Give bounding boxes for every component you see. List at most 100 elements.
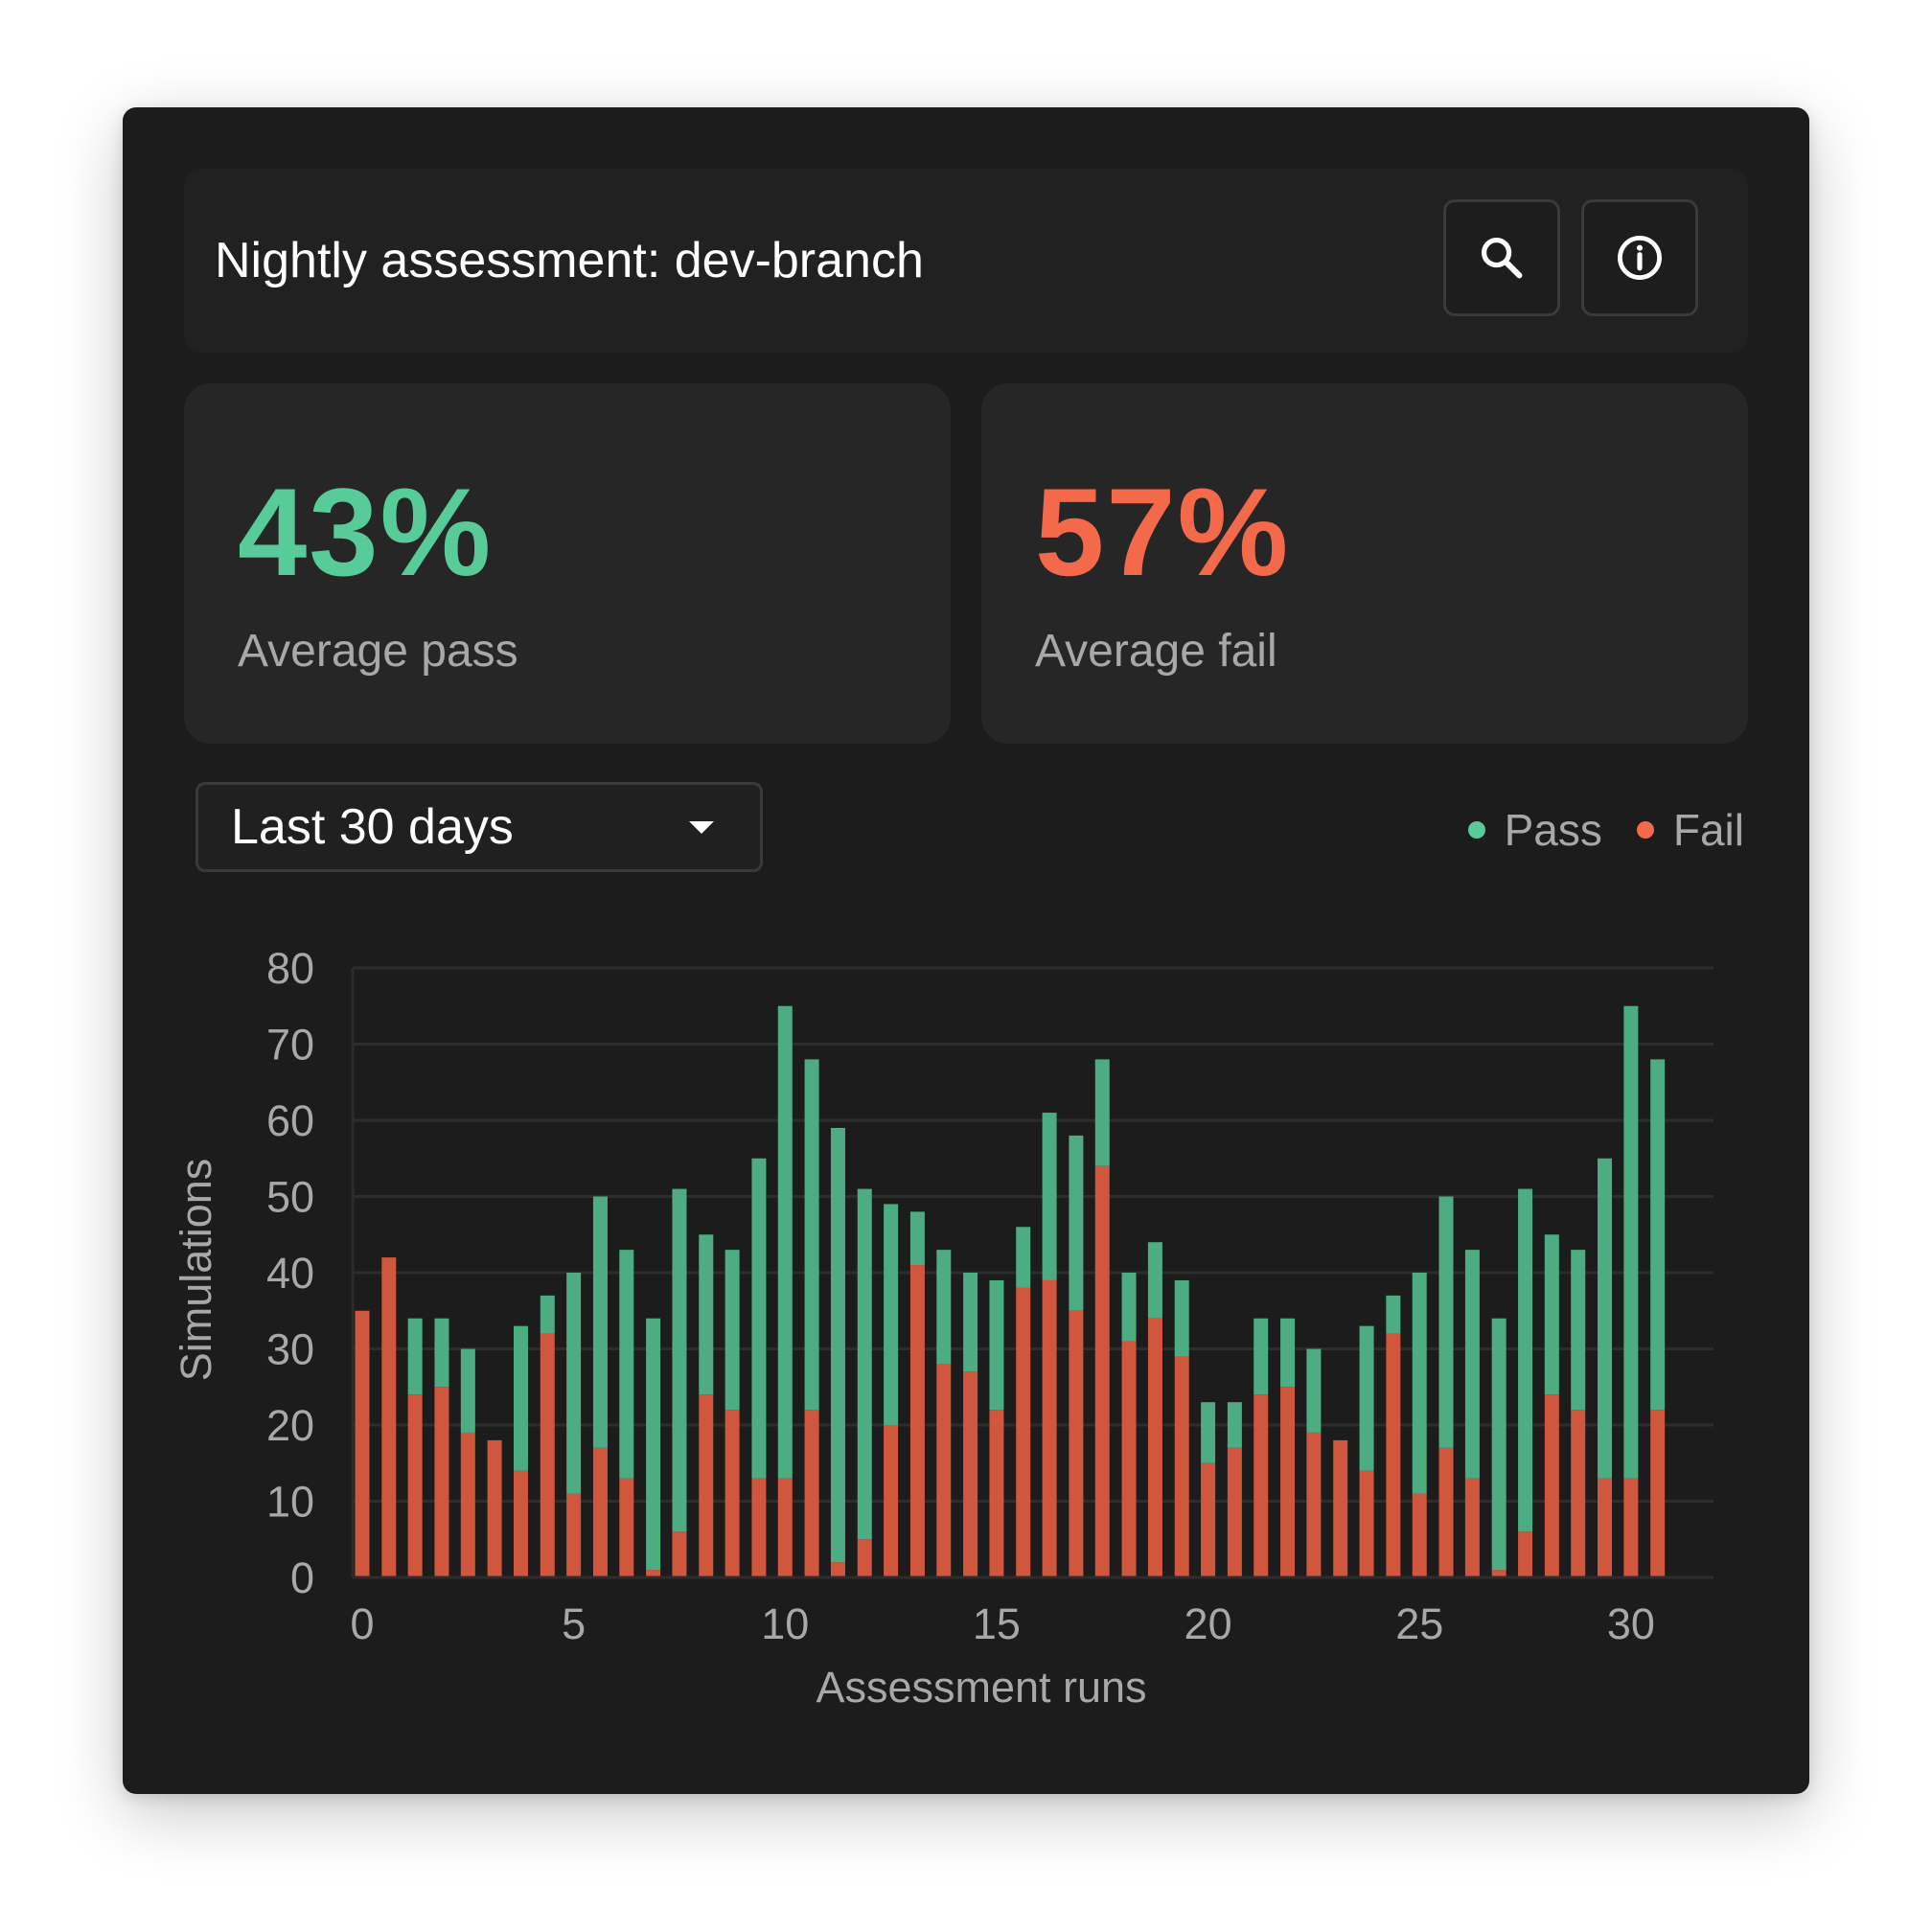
y-axis-title: Simulations: [172, 1159, 220, 1382]
bar-pass: [884, 1204, 899, 1425]
bar-pass: [619, 1250, 634, 1479]
average-pass-label: Average pass: [238, 626, 518, 677]
chart-legend: Pass Fail: [1467, 801, 1744, 859]
search-button[interactable]: [1443, 199, 1560, 316]
bar-pass: [936, 1250, 952, 1365]
x-tick-label: 15: [973, 1599, 1021, 1648]
bar-fail: [646, 1570, 661, 1577]
bar-fail: [751, 1478, 767, 1577]
axes: 0 10 20 30 40 50 60 70 80 0 5 10 15 20 25 30: [266, 944, 1714, 1648]
page-title: Nightly assessment: dev-branch: [215, 233, 924, 288]
y-tick-label: 80: [266, 944, 314, 993]
bar-pass: [963, 1273, 978, 1372]
bar-pass: [1464, 1250, 1480, 1479]
bar-pass: [777, 1005, 793, 1479]
bar-fail: [857, 1539, 872, 1577]
bar-pass: [434, 1318, 449, 1388]
bar-fail: [1201, 1462, 1216, 1577]
bar-pass: [592, 1196, 608, 1448]
bar-pass: [1174, 1279, 1189, 1357]
bar-fail: [513, 1470, 528, 1577]
bar-fail: [1386, 1333, 1401, 1577]
bar-fail: [1464, 1478, 1480, 1577]
bar-fail: [407, 1394, 423, 1577]
bar-pass: [909, 1211, 925, 1266]
bar-pass: [699, 1234, 714, 1395]
stacked-bar-chart: 0 10 20 30 40 50 60 70 80 0 5 10 15 20 25 30 Assessment…: [172, 944, 1714, 1712]
bar-fail: [1518, 1531, 1533, 1577]
bar-pass: [1147, 1242, 1162, 1319]
bar-pass: [1042, 1113, 1057, 1280]
bar-pass: [1121, 1273, 1137, 1342]
bar-pass: [1518, 1188, 1533, 1532]
bar-fail: [1623, 1478, 1639, 1577]
y-tick-label: 60: [266, 1096, 314, 1145]
bar-pass: [1201, 1402, 1216, 1463]
bar-pass: [1254, 1318, 1269, 1395]
date-range-dropdown[interactable]: Last 30 days: [196, 782, 763, 872]
bar-fail: [592, 1447, 608, 1577]
bar-pass: [513, 1325, 528, 1471]
bar-fail: [1280, 1387, 1296, 1577]
average-fail-value: 57%: [1035, 462, 1291, 602]
y-tick-label: 30: [266, 1325, 314, 1374]
bar-pass: [1650, 1059, 1666, 1411]
x-tick-label: 20: [1184, 1599, 1232, 1648]
average-fail-label: Average fail: [1035, 626, 1277, 677]
search-icon: [1481, 237, 1523, 279]
bar-fail: [804, 1410, 819, 1577]
legend-item-fail: Fail: [1636, 804, 1744, 856]
bar-fail: [936, 1364, 952, 1577]
bar-fail: [1254, 1394, 1269, 1577]
bar-fail: [963, 1371, 978, 1577]
x-tick-label: 25: [1395, 1599, 1443, 1648]
bar-fail: [1094, 1165, 1110, 1577]
bar-fail: [989, 1410, 1004, 1577]
bar-pass: [724, 1250, 740, 1411]
legend-pass-label: Pass: [1504, 805, 1602, 855]
bar-fail: [460, 1432, 475, 1577]
bar-fail: [1333, 1439, 1348, 1577]
y-tick-label: 10: [266, 1478, 314, 1527]
bar-pass: [989, 1279, 1004, 1411]
grid-lines: [353, 966, 1714, 1503]
bar-fail: [1069, 1310, 1084, 1577]
bar-pass: [1227, 1402, 1242, 1448]
bar-fail: [1438, 1447, 1454, 1577]
bar-fail: [1121, 1341, 1137, 1577]
bar-pass: [830, 1127, 845, 1563]
y-tick-label: 20: [266, 1401, 314, 1450]
legend-fail-dot: [1636, 821, 1654, 839]
bar-fail: [672, 1531, 687, 1577]
x-tick-label: 0: [350, 1599, 374, 1648]
bar-pass: [1359, 1325, 1374, 1471]
bar-pass: [540, 1295, 555, 1334]
info-button[interactable]: [1581, 199, 1698, 316]
bar-pass: [1412, 1273, 1427, 1494]
bar-pass: [1386, 1295, 1401, 1334]
x-axis-title: Assessment runs: [816, 1663, 1146, 1712]
bar-fail: [434, 1387, 449, 1577]
bar-pass: [1069, 1135, 1084, 1311]
bar-pass: [804, 1059, 819, 1411]
bar-fail: [1491, 1570, 1506, 1577]
bar-fail: [355, 1310, 370, 1577]
bar-fail: [1544, 1394, 1559, 1577]
bar-pass: [857, 1188, 872, 1540]
bar-pass: [407, 1318, 423, 1395]
x-tick-label: 10: [761, 1599, 809, 1648]
bar-pass: [460, 1348, 475, 1433]
dashboard-panel: Nightly assessment: dev-branch 43% Avera…: [123, 107, 1809, 1794]
bar-fail: [381, 1257, 397, 1577]
bar-fail: [1227, 1447, 1242, 1577]
bar-fail: [540, 1333, 555, 1577]
bar-fail: [1016, 1287, 1031, 1577]
y-tick-label: 40: [266, 1249, 314, 1298]
bar-pass: [1306, 1348, 1322, 1433]
bar-pass: [1598, 1158, 1613, 1479]
bar-fail: [830, 1562, 845, 1577]
bars: [355, 1005, 1666, 1577]
bar-fail: [487, 1439, 502, 1577]
bar-pass: [672, 1188, 687, 1532]
bar-pass: [566, 1273, 582, 1494]
